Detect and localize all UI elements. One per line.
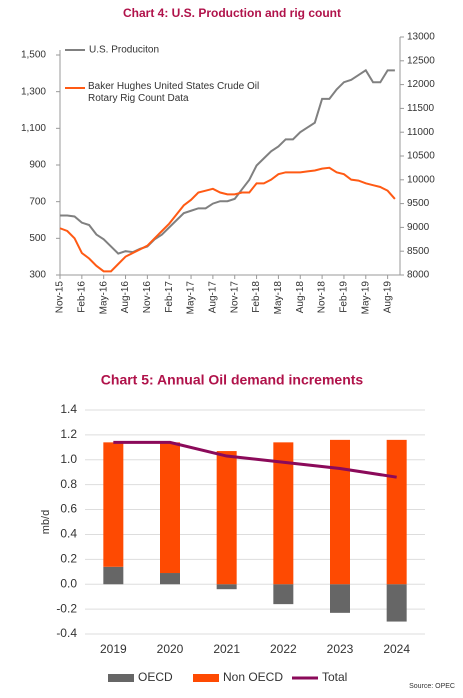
- y2-tick-label: 12500: [407, 55, 435, 66]
- x-tick-label: May-17: [186, 281, 197, 315]
- x-tick-label: Feb-19: [339, 281, 350, 313]
- x-tick-label: May-19: [360, 281, 371, 315]
- x-tick-label: May-18: [273, 281, 284, 315]
- x-tick-label: Nov-17: [229, 281, 240, 314]
- legend-text: Total: [322, 670, 347, 684]
- y-tick-label: 300: [29, 270, 46, 281]
- x-tick-label: Aug-19: [382, 281, 393, 314]
- y2-tick-label: 9000: [407, 222, 430, 233]
- legend-text: U.S. Produciton: [89, 45, 159, 56]
- y-axis-label: mb/d: [40, 510, 52, 534]
- y-tick-label: 0.2: [60, 552, 77, 566]
- y-tick-label: 700: [29, 196, 46, 207]
- series-line: [60, 68, 395, 255]
- x-tick-label: Feb-17: [164, 281, 175, 313]
- y-tick-label: 1,100: [21, 123, 46, 134]
- bar: [216, 451, 237, 585]
- y2-tick-label: 8500: [407, 246, 430, 257]
- series-line: [59, 166, 396, 273]
- y-tick-label: -0.2: [56, 601, 77, 615]
- bar: [273, 584, 294, 605]
- y-tick-label: 0.0: [60, 576, 77, 590]
- legend-text: Baker Hughes United States Crude Oil Rot…: [88, 81, 260, 104]
- source: Source: OPEC: [409, 683, 455, 690]
- x-tick-label: Nov-15: [55, 281, 66, 314]
- chart-title: Chart 4: U.S. Production and rig count: [123, 6, 341, 20]
- legend-text: Non OECD: [223, 670, 283, 684]
- y2-tick-label: 9500: [407, 198, 430, 209]
- bar: [386, 439, 407, 585]
- legend-swatch: [108, 674, 134, 682]
- legend-swatch: [193, 674, 219, 682]
- x-tick-label: 2019: [100, 642, 127, 656]
- x-tick-label: Nov-18: [317, 281, 328, 314]
- y2-tick-label: 11500: [407, 103, 435, 114]
- x-tick-label: Feb-18: [251, 281, 262, 313]
- y2-tick-label: 12000: [407, 79, 435, 90]
- y-tick-label: 0.6: [60, 502, 77, 516]
- y2-tick-label: 11000: [407, 127, 435, 138]
- y-tick-label: 1.2: [60, 427, 77, 441]
- bar: [160, 442, 180, 574]
- bar: [273, 442, 294, 585]
- y2-tick-label: 10500: [407, 151, 435, 162]
- x-tick-label: 2023: [327, 642, 354, 656]
- y-tick-label: 900: [29, 160, 46, 171]
- total-line: [113, 440, 397, 479]
- legend-text-box: Baker Hughes United States Crude Oil Rot…: [88, 81, 260, 104]
- x-tick-label: 2021: [213, 642, 240, 656]
- y2-tick-label: 13000: [407, 32, 435, 43]
- y-tick-label: 1,300: [21, 86, 46, 97]
- x-tick-label: 2020: [157, 642, 184, 656]
- bar: [103, 442, 124, 567]
- y-tick-label: 500: [29, 233, 46, 244]
- y-tick-label: -0.4: [56, 626, 77, 640]
- bar: [386, 584, 407, 622]
- x-tick-label: Nov-16: [142, 281, 153, 314]
- bar: [330, 584, 350, 613]
- y-tick-label: 1.0: [60, 452, 77, 466]
- bar: [216, 584, 237, 590]
- y2-tick-label: 10000: [407, 174, 435, 185]
- y2-tick-label: 8000: [407, 270, 430, 281]
- bar: [103, 566, 124, 585]
- x-tick-label: Aug-17: [208, 281, 219, 314]
- y-tick-label: 1,500: [21, 50, 46, 61]
- y-tick-label: 0.4: [60, 527, 77, 541]
- x-tick-label: May-16: [98, 281, 109, 315]
- x-tick-label: Feb-16: [76, 281, 87, 313]
- bar: [330, 439, 350, 585]
- x-tick-label: 2022: [270, 642, 297, 656]
- chart-title: Chart 5: Annual Oil demand increments: [101, 372, 364, 388]
- y-tick-label: 0.8: [60, 477, 77, 491]
- legend-text: OECD: [138, 670, 173, 684]
- y-tick-label: 1.4: [60, 402, 77, 416]
- x-tick-label: 2024: [383, 642, 410, 656]
- bar: [160, 573, 180, 585]
- x-tick-label: Aug-18: [295, 281, 306, 314]
- x-tick-label: Aug-16: [120, 281, 131, 314]
